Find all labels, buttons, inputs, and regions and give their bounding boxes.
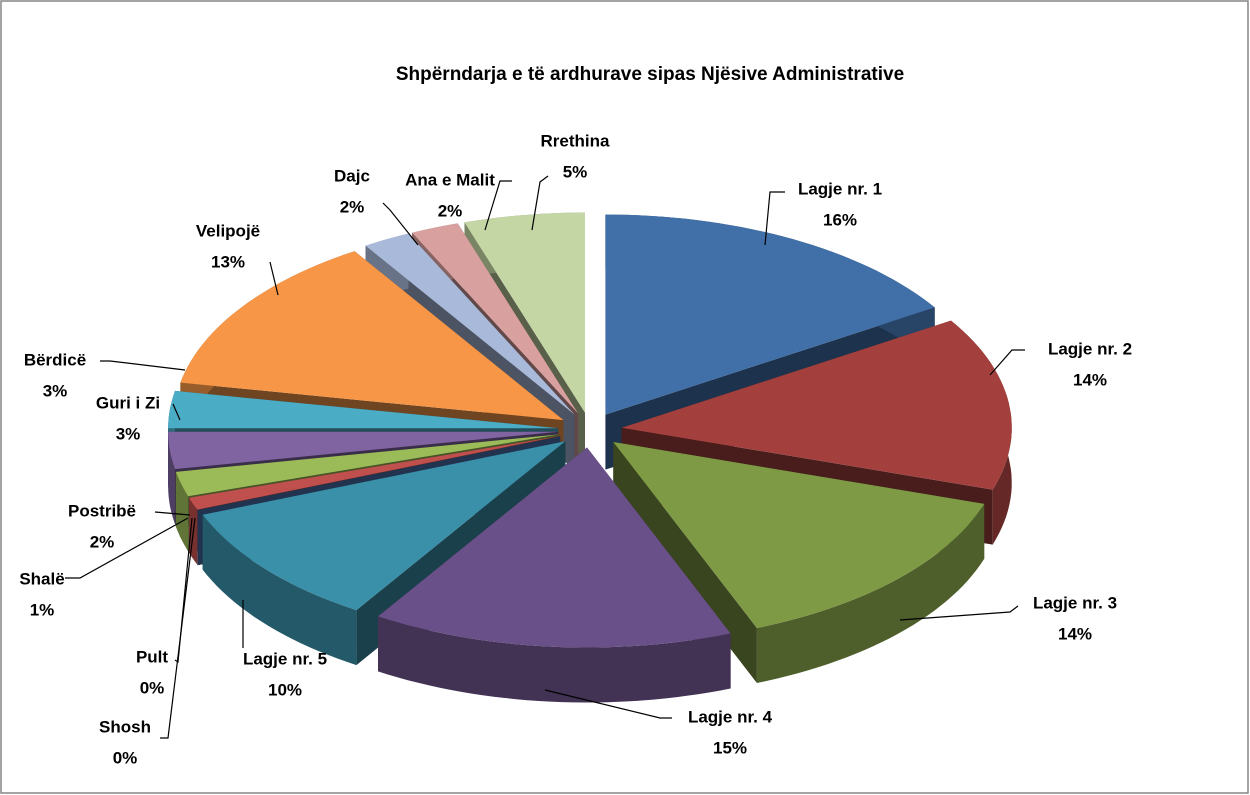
slice-value-label: 0% [140, 678, 165, 697]
slice-value-label: 13% [211, 252, 245, 271]
leader-line [764, 191, 785, 246]
slice-value-label: 14% [1073, 370, 1107, 389]
leader-line [382, 202, 419, 246]
slice-side [175, 471, 189, 552]
slice [180, 251, 564, 421]
slice-value-label: 3% [116, 424, 141, 443]
slice-label: Bërdicë [24, 350, 86, 369]
slice-side [378, 616, 731, 703]
slice-value-label: 14% [1058, 624, 1092, 643]
leader-line [172, 403, 181, 421]
leader-line [531, 175, 549, 231]
slice [202, 441, 566, 611]
slice-value-label: 10% [268, 680, 302, 699]
leader-line [899, 605, 1019, 621]
slice-value-label: 16% [823, 210, 857, 229]
leader-line [160, 517, 196, 739]
slice-value-label: 1% [30, 600, 55, 619]
slice-label: Shalë [19, 569, 64, 588]
slice-side [168, 431, 175, 525]
chart-title: Shpërndarja e të ardhurave sipas Njësive… [396, 64, 904, 85]
slice-value-label: 2% [438, 201, 463, 220]
leader-line [269, 261, 279, 296]
slice-label: Postribë [68, 501, 136, 520]
slice [412, 223, 579, 414]
slice-side [202, 514, 357, 666]
slice [168, 390, 559, 429]
slice-value-label: 2% [90, 532, 115, 551]
slice-label: Lagje nr. 5 [243, 649, 327, 668]
slice-side [756, 503, 985, 683]
slice [464, 212, 585, 413]
leader-line [989, 349, 1025, 376]
slice [621, 320, 1012, 490]
slice-label: Guri i Zi [96, 393, 160, 412]
slice [613, 442, 985, 628]
leader-line [174, 517, 193, 664]
slice-label: Pult [136, 647, 168, 666]
slice [605, 214, 935, 415]
leader-line [154, 511, 191, 516]
slice-label: Shosh [99, 717, 151, 736]
leader-line [544, 689, 672, 719]
slice-label: Dajc [334, 166, 370, 185]
slice-label: Lagje nr. 4 [688, 707, 773, 726]
leader-line [100, 360, 186, 371]
leader-line [65, 517, 189, 579]
slice-value-label: 2% [340, 197, 365, 216]
slice-value-label: 15% [713, 738, 747, 757]
slice [175, 434, 559, 497]
slice [365, 233, 575, 415]
slice-value-label: 5% [563, 162, 588, 181]
slice [189, 436, 560, 510]
slice-value-label: 3% [43, 381, 68, 400]
slice-label: Rrethina [541, 131, 611, 150]
slice-label: Lagje nr. 1 [798, 179, 882, 198]
slice-label: Velipojë [196, 221, 260, 240]
slice-value-label: 0% [113, 748, 138, 767]
slice-label: Lagje nr. 2 [1048, 339, 1132, 358]
leader-line [484, 180, 512, 231]
slice-label: Lagje nr. 3 [1033, 593, 1117, 612]
slice [168, 431, 559, 470]
slice-label: Ana e Malit [405, 170, 495, 189]
slice [378, 447, 731, 648]
